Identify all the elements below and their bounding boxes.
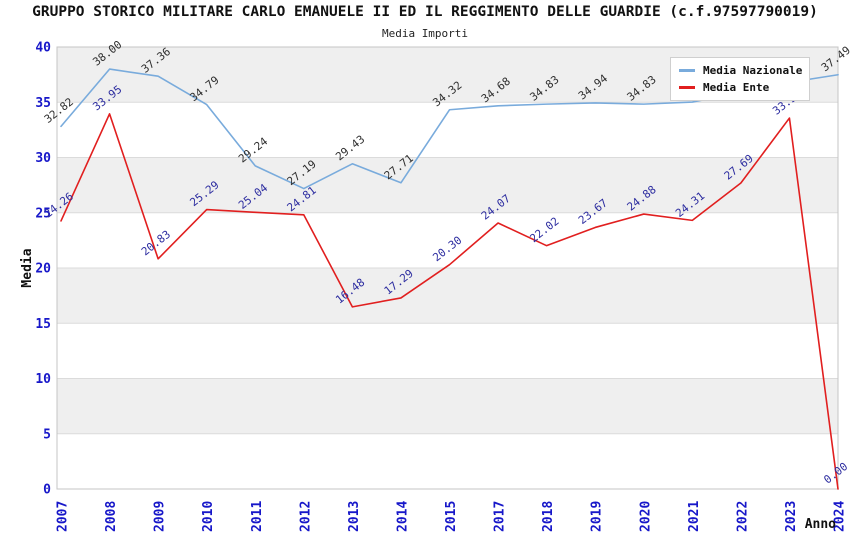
x-tick-label: 2018 — [541, 501, 556, 532]
plot-band — [57, 378, 838, 434]
data-label-group: 22.02 — [527, 215, 561, 246]
x-tick: 2019 — [590, 501, 605, 532]
y-axis-title: Media — [20, 248, 35, 287]
legend-item-media-nazionale: Media Nazionale — [679, 64, 809, 77]
x-tick-label: 2009 — [153, 501, 168, 532]
x-tick-label: 2019 — [590, 501, 605, 532]
y-tick-label: 35 — [35, 96, 51, 111]
x-tick: 2013 — [347, 501, 362, 532]
x-tick-label: 2008 — [104, 501, 119, 532]
y-tick-label: 25 — [35, 206, 51, 221]
x-tick-label: 2011 — [250, 501, 265, 532]
x-tick-label: 2023 — [784, 501, 799, 532]
chart-title: GRUPPO STORICO MILITARE CARLO EMANUELE I… — [32, 4, 818, 20]
legend-label-media-ente: Media Ente — [703, 81, 770, 94]
x-tick: 2015 — [444, 501, 459, 532]
x-tick: 2022 — [735, 501, 750, 532]
x-tick-label: 2010 — [201, 501, 216, 532]
plot-band — [57, 268, 838, 324]
plot-border — [56, 46, 839, 490]
legend-label-media-nazionale: Media Nazionale — [703, 64, 803, 77]
x-tick: 2012 — [298, 501, 313, 532]
y-tick-label: 20 — [35, 262, 51, 277]
x-tick: 2010 — [201, 501, 216, 532]
chart-legend: Media Nazionale Media Ente — [670, 57, 810, 101]
data-label: 20.30 — [430, 234, 464, 265]
chart-subtitle: Media Importi — [381, 27, 469, 40]
x-tick-label: 2015 — [444, 501, 459, 532]
x-tick: 2007 — [56, 501, 71, 532]
x-tick-label: 2007 — [56, 501, 71, 532]
x-tick-label: 2021 — [687, 501, 702, 532]
x-tick-label: 2012 — [298, 501, 313, 532]
x-tick: 2020 — [638, 501, 653, 532]
x-tick: 2009 — [153, 501, 168, 532]
x-tick: 2018 — [541, 501, 556, 532]
x-tick: 2023 — [784, 501, 799, 532]
y-tick-label: 40 — [35, 41, 51, 56]
legend-swatch-nazionale-icon — [679, 69, 695, 72]
x-tick: 2014 — [395, 501, 410, 532]
data-label-group: 0.00 — [821, 460, 850, 487]
y-tick-label: 30 — [35, 151, 51, 166]
y-tick-label: 10 — [35, 372, 51, 387]
y-tick-label: 15 — [35, 317, 51, 332]
x-tick: 2021 — [687, 501, 702, 532]
x-tick-label: 2020 — [638, 501, 653, 532]
y-tick-label: 5 — [43, 427, 51, 442]
data-label: 22.02 — [527, 215, 561, 246]
plot-band — [57, 157, 838, 213]
x-tick-label: 2022 — [735, 501, 750, 532]
x-axis-title: Anno — [805, 517, 836, 532]
x-tick-label: 2013 — [347, 501, 362, 532]
series-line-media-ente — [60, 113, 839, 490]
x-tick-label: 2017 — [493, 501, 508, 532]
x-tick: 2011 — [250, 501, 265, 532]
x-tick-label: 2014 — [395, 501, 410, 532]
x-tick: 2008 — [104, 501, 119, 532]
legend-swatch-ente-icon — [679, 86, 695, 89]
x-tick: 2024 — [833, 501, 848, 532]
data-label: 0.00 — [821, 460, 850, 487]
x-tick: 2017 — [493, 501, 508, 532]
data-label-group: 20.30 — [430, 234, 464, 265]
legend-item-media-ente: Media Ente — [679, 81, 809, 94]
y-tick-label: 0 — [43, 483, 51, 498]
x-tick-label: 2024 — [833, 501, 848, 532]
